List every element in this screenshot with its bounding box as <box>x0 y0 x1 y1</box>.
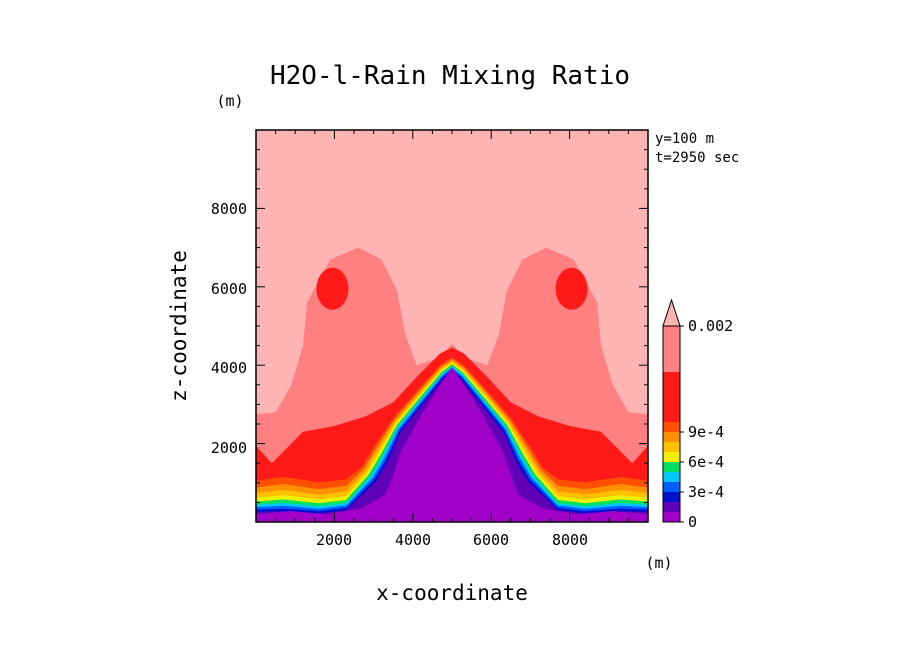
colorbar-band <box>663 492 680 502</box>
x-axis-title: x-coordinate <box>376 581 528 605</box>
colorbar-tick-label: 3e-4 <box>688 483 724 501</box>
colorbar-band <box>663 422 680 432</box>
y-slice-label: y=100 m <box>655 131 714 147</box>
colorbar-frame <box>662 325 681 523</box>
time-label: t=2950 sec <box>655 150 739 166</box>
y-tick-label: 4000 <box>211 359 247 377</box>
plot-area <box>256 130 648 522</box>
y-axis-title: z-coordinate <box>167 250 191 402</box>
colorbar-overflow-triangle <box>662 298 681 327</box>
contour-band-dry-dome <box>256 367 648 522</box>
y-tick-label: 2000 <box>211 439 247 457</box>
colorbar-tick-label: 0.002 <box>688 317 733 335</box>
x-tick-label: 8000 <box>552 531 588 549</box>
colorbar-band <box>663 482 680 492</box>
colorbar-tick-label: 9e-4 <box>688 423 724 441</box>
colorbar-band <box>663 326 680 372</box>
chart-title: H2O-l-Rain Mixing Ratio <box>270 61 630 91</box>
y-unit-label: (m) <box>216 92 243 110</box>
x-tick-label: 4000 <box>395 531 431 549</box>
colorbar-tick-label: 6e-4 <box>688 453 724 471</box>
colorbar-band <box>663 372 680 422</box>
colorbar-band <box>663 452 680 462</box>
x-tick-label: 6000 <box>473 531 509 549</box>
y-tick-label: 6000 <box>211 280 247 298</box>
x-unit-label: (m) <box>645 554 672 572</box>
colorbar-band <box>663 512 680 522</box>
colorbar-tick-label: 0 <box>688 513 697 531</box>
y-tick-label: 8000 <box>211 200 247 218</box>
colorbar <box>662 298 681 523</box>
colorbar-labels: 0 3e-4 6e-4 9e-4 0.002 <box>680 317 733 531</box>
colorbar-band <box>663 502 680 512</box>
contour-core-right <box>555 267 588 310</box>
colorbar-band <box>663 462 680 472</box>
colorbar-band <box>663 432 680 442</box>
x-tick-label: 2000 <box>316 531 352 549</box>
colorbar-band <box>663 472 680 482</box>
colorbar-band <box>663 442 680 452</box>
axis-ticks <box>255 129 649 523</box>
contour-core-left <box>316 267 349 310</box>
